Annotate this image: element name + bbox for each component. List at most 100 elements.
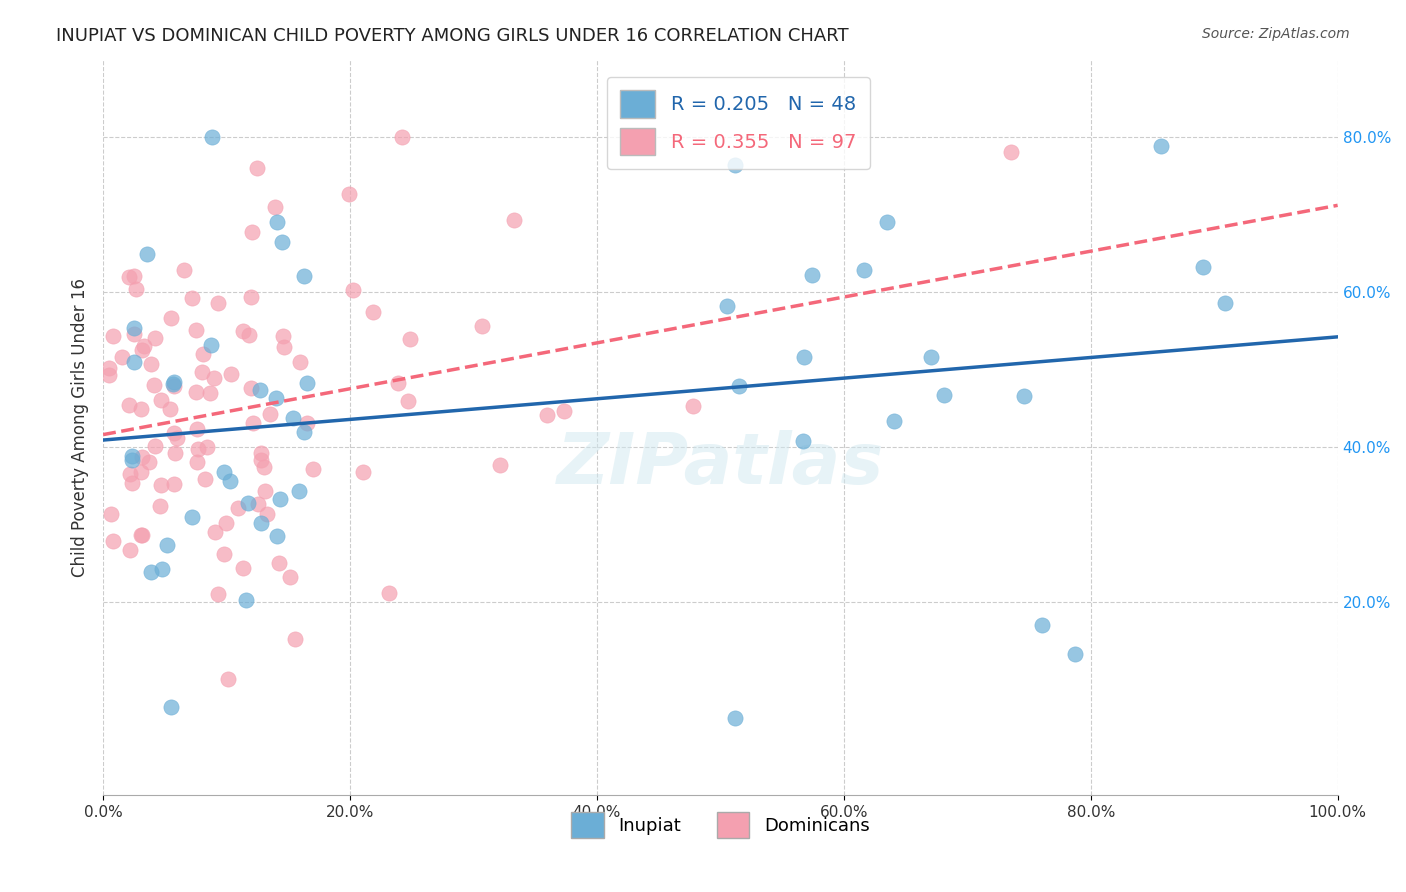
Point (194, 472, 217, 486)
Legend: Inupiat, Dominicans: Inupiat, Dominicans (564, 805, 877, 846)
Point (259, 407, 281, 421)
Point (135, 247, 157, 261)
Point (145, 331, 167, 345)
Point (98, 360, 121, 375)
Text: Source: ZipAtlas.com: Source: ZipAtlas.com (1202, 27, 1350, 41)
Point (139, 565, 162, 579)
Point (246, 497, 269, 511)
Point (727, 379, 749, 393)
Point (204, 524, 226, 539)
Point (266, 391, 288, 405)
Point (159, 402, 181, 417)
Point (250, 516, 273, 531)
Point (98, 368, 121, 382)
Point (288, 483, 311, 498)
Point (352, 466, 374, 480)
Point (202, 371, 225, 385)
Point (212, 465, 235, 479)
Point (122, 326, 145, 341)
Point (217, 672, 239, 686)
Point (121, 453, 143, 467)
Point (125, 282, 148, 296)
Point (118, 269, 141, 284)
Point (1150, 139, 1173, 153)
Point (173, 263, 195, 277)
Point (249, 453, 271, 467)
Point (186, 455, 208, 469)
Point (149, 478, 172, 492)
Text: ZIPatlas: ZIPatlas (557, 430, 884, 499)
Point (278, 570, 301, 584)
Point (800, 268, 823, 282)
Point (792, 434, 814, 448)
Point (536, 409, 558, 423)
Point (267, 556, 290, 570)
Point (240, 225, 263, 239)
Point (363, 305, 385, 319)
Point (240, 290, 263, 304)
Point (162, 376, 184, 391)
Point (266, 529, 288, 543)
Point (131, 343, 153, 358)
Point (1213, 295, 1236, 310)
Point (292, 425, 315, 440)
Point (232, 560, 254, 574)
Point (166, 430, 188, 444)
Point (853, 263, 876, 277)
Point (1031, 618, 1053, 632)
Point (111, 350, 134, 364)
Point (295, 416, 318, 430)
Point (121, 449, 143, 463)
Point (120, 543, 142, 558)
Point (129, 402, 152, 417)
Point (193, 347, 215, 361)
Point (134, 339, 156, 353)
Point (143, 440, 166, 454)
Point (122, 321, 145, 335)
Point (165, 446, 187, 460)
Point (124, 355, 146, 369)
Point (387, 376, 409, 391)
Point (219, 475, 242, 489)
Point (934, 388, 956, 402)
Point (724, 158, 747, 172)
Point (295, 376, 318, 391)
Point (342, 284, 364, 298)
Point (246, 161, 269, 175)
Point (149, 392, 172, 407)
Point (186, 422, 208, 436)
Point (553, 404, 575, 418)
Point (235, 593, 257, 607)
Point (181, 291, 204, 305)
Point (187, 442, 209, 456)
Point (253, 459, 276, 474)
Point (239, 381, 262, 395)
Point (221, 368, 243, 382)
Point (131, 528, 153, 542)
Point (271, 235, 294, 249)
Point (253, 484, 276, 499)
Point (118, 467, 141, 482)
Point (398, 332, 420, 346)
Point (290, 355, 312, 369)
Point (201, 130, 224, 145)
Point (163, 425, 186, 440)
Point (122, 268, 145, 283)
Point (271, 329, 294, 343)
Point (129, 465, 152, 479)
Point (283, 411, 305, 425)
Text: INUPIAT VS DOMINICAN CHILD POVERTY AMONG GIRLS UNDER 16 CORRELATION CHART: INUPIAT VS DOMINICAN CHILD POVERTY AMONG… (56, 27, 849, 45)
Point (503, 213, 526, 227)
Point (207, 587, 229, 601)
Point (118, 398, 141, 412)
Point (200, 338, 222, 352)
Point (198, 386, 221, 401)
Point (391, 130, 413, 145)
Point (238, 327, 260, 342)
Point (489, 458, 512, 472)
Point (266, 215, 288, 229)
Point (159, 699, 181, 714)
Point (101, 329, 124, 343)
Point (250, 446, 273, 460)
Point (195, 441, 218, 455)
